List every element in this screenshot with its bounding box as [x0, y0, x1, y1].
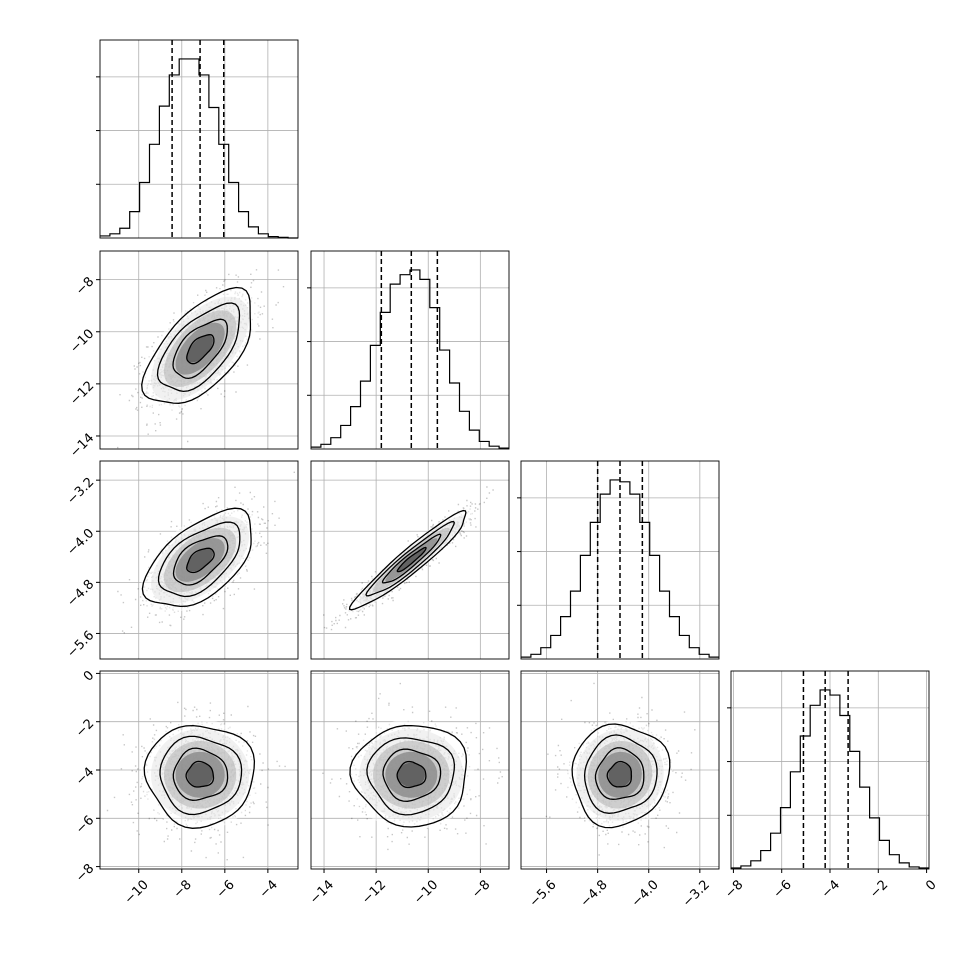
x-tick-label: −10	[122, 877, 152, 907]
contour-line-3	[583, 734, 658, 814]
y-axis-param-2: −14 −12 −10 −8	[67, 274, 100, 461]
contour-line-4	[348, 509, 467, 611]
x-axis-param-1: −10 −8 −6 −4	[122, 869, 281, 907]
contour-line-1	[186, 333, 215, 365]
contour-line-1	[186, 547, 215, 574]
joint-panel-1-3	[99, 460, 299, 660]
contour-line-4	[143, 724, 256, 829]
contour-line-4	[571, 723, 671, 829]
marginal-grid	[307, 251, 509, 449]
contour-line-2	[172, 535, 229, 586]
density-shade-5	[187, 762, 213, 787]
panel-frame	[520, 670, 720, 870]
joint-content	[521, 671, 719, 869]
panel-frame	[520, 460, 720, 660]
x-tick-label: −5.6	[527, 877, 560, 910]
marginal-histogram-2	[307, 250, 510, 450]
joint-content	[100, 461, 298, 659]
x-tick-label: −3.2	[680, 877, 713, 910]
contour-line-2	[382, 748, 442, 802]
density-shade-5	[397, 548, 425, 572]
contour-line-2	[172, 318, 228, 380]
density-shade-5	[608, 762, 632, 787]
joint-panel-2-3	[310, 460, 510, 660]
x-tick-label: −2	[867, 877, 891, 901]
joint-panel-3-4	[520, 670, 720, 870]
density-shade-5	[397, 762, 425, 787]
y-tick-label: −4.8	[64, 577, 97, 610]
y-tick-label: −6	[73, 813, 97, 837]
y-tick-label: −8	[73, 861, 97, 885]
histogram-steps	[100, 58, 298, 239]
joint-content	[311, 671, 509, 869]
y-axis-param-3: −5.6 −4.8 −4.0 −3.2	[64, 475, 100, 661]
marginal-histogram-4	[727, 670, 930, 870]
y-tick-label: −14	[67, 431, 97, 461]
contour-line-3	[157, 521, 241, 598]
panel-frame	[99, 39, 299, 239]
panel-frame	[99, 250, 299, 450]
x-tick-label: −4.0	[629, 877, 662, 910]
joint-panel-1-2	[99, 250, 299, 450]
x-tick-label: −4	[257, 877, 281, 901]
contour-line-4	[141, 286, 252, 404]
marginal-grid	[727, 671, 929, 869]
y-tick-label: −2	[73, 716, 97, 740]
contour-line-1	[396, 760, 427, 789]
marginal-grid	[96, 40, 298, 238]
histogram-steps	[731, 689, 929, 869]
density-shade-5	[187, 548, 213, 572]
contour-line-4	[141, 507, 252, 608]
y-tick-label: 0	[81, 668, 97, 684]
x-tick-label: −4	[819, 877, 843, 901]
contour-line-2	[381, 533, 442, 584]
y-tick-label: −3.2	[64, 475, 97, 508]
x-tick-label: −4.8	[578, 877, 611, 910]
joint-panel-2-4	[310, 670, 510, 870]
contour-line-3	[156, 302, 241, 393]
contour-line-1	[396, 546, 427, 573]
joint-panel-1-4	[99, 670, 299, 870]
contour-line-1	[185, 760, 215, 788]
x-tick-label: −8	[722, 877, 746, 901]
y-tick-label: −8	[73, 274, 97, 298]
contour-line-2	[594, 747, 645, 800]
x-tick-label: −6	[771, 877, 795, 901]
contour-line-3	[365, 520, 456, 597]
x-tick-label: 0	[923, 877, 939, 893]
histogram-steps	[311, 269, 509, 449]
joint-content	[100, 251, 298, 449]
density-shade-5	[187, 335, 213, 363]
contour-line-1	[606, 760, 633, 788]
contour-line-3	[159, 735, 243, 816]
y-tick-label: −5.6	[64, 628, 97, 661]
y-axis-param-4: −8 −6 −4 −2 0	[73, 668, 100, 885]
y-tick-label: −12	[67, 379, 97, 409]
x-tick-label: −8	[171, 877, 195, 901]
panel-frame	[310, 460, 510, 660]
x-tick-label: −10	[411, 877, 441, 907]
x-axis-param-2: −14 −12 −10 −8	[307, 869, 493, 907]
y-tick-label: −4.0	[64, 526, 97, 559]
y-tick-label: −10	[67, 326, 97, 356]
joint-content	[100, 671, 298, 869]
x-tick-label: −14	[307, 877, 337, 907]
x-tick-label: −12	[359, 877, 389, 907]
panel-frame	[310, 670, 510, 870]
y-tick-label: −4	[73, 765, 97, 789]
x-axis-param-4: −8 −6 −4 −2 0	[722, 869, 940, 902]
marginal-histogram-1	[96, 39, 299, 239]
panel-frame	[310, 250, 510, 450]
marginal-grid	[517, 461, 719, 659]
marginal-histogram-3	[517, 460, 720, 660]
panel-frame	[99, 460, 299, 660]
x-tick-label: −6	[214, 877, 238, 901]
x-axis-param-3: −5.6 −4.8 −4.0 −3.2	[527, 869, 713, 910]
joint-content	[311, 461, 509, 659]
x-tick-label: −8	[469, 877, 493, 901]
contour-line-2	[172, 747, 229, 801]
contour-line-3	[366, 737, 456, 816]
contour-line-4	[349, 724, 468, 828]
